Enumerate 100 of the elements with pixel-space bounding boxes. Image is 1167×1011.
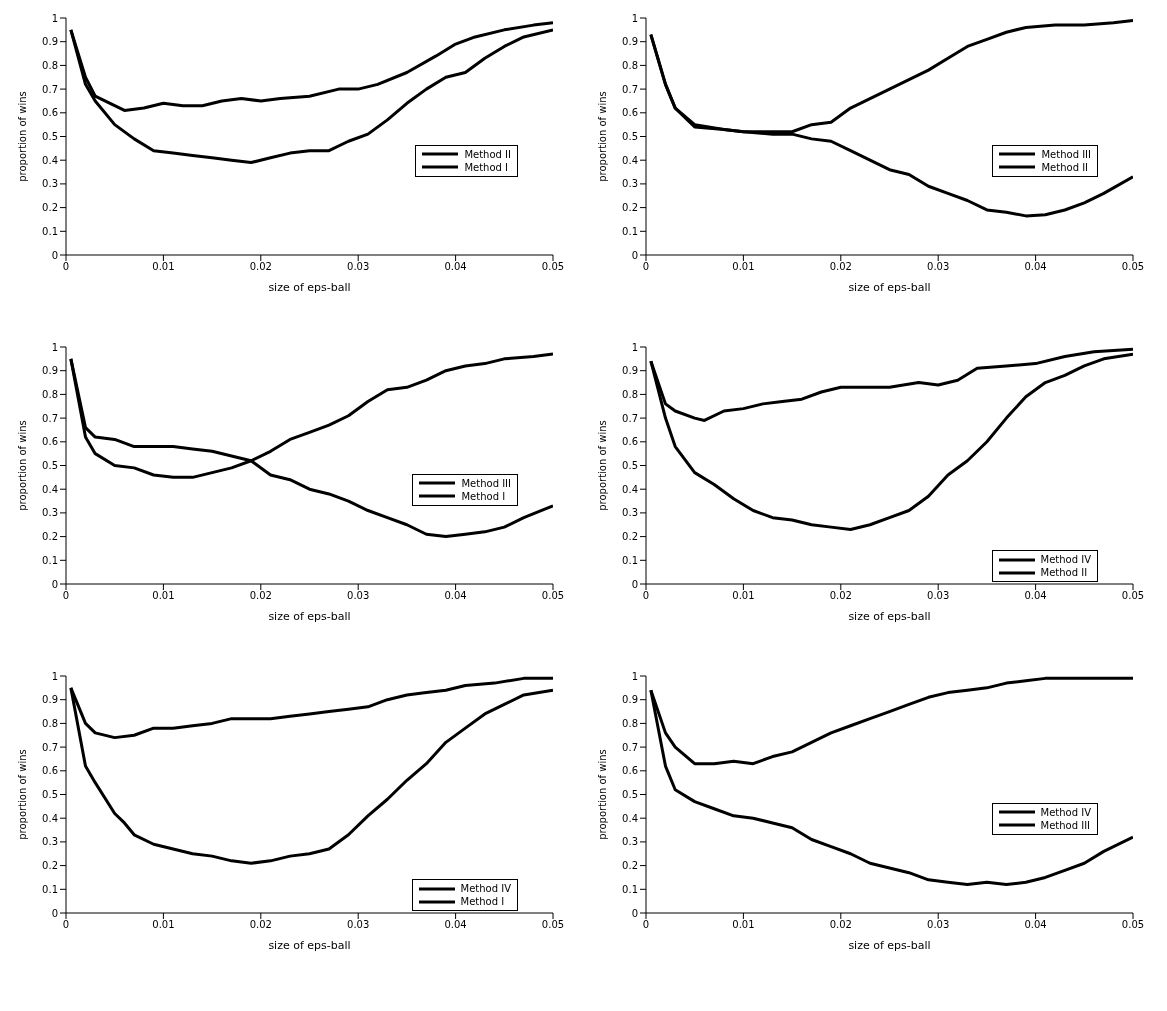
legend-label: Method IV (460, 882, 511, 895)
y-tick-label: 0.7 (42, 83, 58, 95)
x-tick-label: 0.02 (829, 919, 852, 931)
y-tick-label: 0.1 (42, 225, 58, 237)
y-tick-label: 0.8 (622, 388, 638, 400)
x-tick-label: 0.01 (152, 261, 175, 273)
y-axis-title: proportion of wins (16, 749, 28, 840)
y-tick-label: 1 (51, 341, 58, 353)
y-tick-label: 0.2 (622, 531, 638, 543)
x-tick-label: 0.05 (1121, 590, 1145, 602)
y-tick-label: 1 (51, 670, 58, 682)
x-tick-label: 0.03 (927, 590, 950, 602)
y-tick-label: 0.6 (622, 436, 638, 448)
x-tick-label: 0.03 (347, 919, 370, 931)
y-tick-label: 0.7 (42, 741, 58, 753)
y-tick-label: 0 (631, 907, 638, 919)
x-tick-label: 0 (62, 590, 70, 602)
x-tick-label: 0.04 (444, 919, 467, 931)
y-tick-label: 0.3 (622, 178, 638, 190)
legend-label: Method III (1040, 818, 1091, 832)
x-tick-label: 0 (642, 919, 650, 931)
y-tick-label: 1 (51, 12, 58, 24)
y-tick-label: 0.1 (622, 225, 638, 237)
legend-label: Method III (1041, 147, 1091, 161)
x-tick-label: 0.04 (1024, 590, 1047, 602)
y-tick-label: 0.5 (622, 460, 638, 472)
legend-label: Method II (1041, 160, 1089, 174)
x-tick-label: 0.01 (152, 919, 175, 931)
y-tick-label: 0.8 (42, 388, 58, 400)
legend-label: Method I (460, 895, 505, 908)
y-tick-label: 0.3 (622, 507, 638, 519)
x-tick-label: 0.05 (541, 590, 565, 602)
y-tick-label: 0.6 (622, 107, 638, 119)
y-tick-label: 0.5 (42, 131, 58, 143)
y-tick-label: 0.2 (42, 202, 58, 214)
x-tick-label: 0.03 (927, 919, 950, 931)
x-tick-label: 0.03 (927, 261, 950, 273)
y-tick-label: 0.4 (42, 812, 58, 824)
x-tick-label: 0.02 (829, 261, 852, 273)
x-tick-label: 0.01 (732, 590, 755, 602)
y-tick-label: 0.3 (42, 178, 58, 190)
x-tick-label: 0.01 (732, 261, 755, 273)
x-axis-title: size of eps-ball (268, 281, 351, 294)
y-tick-label: 0.1 (622, 554, 638, 566)
y-tick-label: 0 (51, 249, 58, 261)
y-tick-label: 0.5 (622, 131, 638, 143)
y-tick-label: 0 (631, 578, 638, 590)
x-tick-label: 0.04 (1024, 261, 1047, 273)
x-axis-title: size of eps-ball (848, 939, 931, 952)
x-axis-title: size of eps-ball (268, 939, 351, 952)
y-tick-label: 0.8 (42, 717, 58, 729)
x-axis-title: size of eps-ball (268, 610, 351, 623)
y-tick-label: 0.2 (622, 860, 638, 872)
legend-label: Method I (461, 489, 506, 503)
y-tick-label: 0 (51, 907, 58, 919)
x-tick-label: 0 (62, 919, 70, 931)
x-tick-label: 0.02 (249, 590, 272, 602)
y-tick-label: 0.5 (42, 460, 58, 472)
legend-label: Method III (461, 476, 511, 490)
y-tick-label: 0.9 (42, 694, 58, 706)
y-tick-label: 0.8 (622, 717, 638, 729)
y-axis-title: proportion of wins (596, 749, 608, 840)
x-tick-label: 0.01 (732, 919, 755, 931)
y-tick-label: 0.3 (622, 836, 638, 848)
y-tick-label: 0.5 (622, 789, 638, 801)
legend-label: Method IV (1040, 805, 1091, 819)
y-tick-label: 0.3 (42, 507, 58, 519)
y-tick-label: 1 (631, 670, 638, 682)
y-tick-label: 0 (631, 249, 638, 261)
y-tick-label: 0.9 (622, 36, 638, 48)
y-tick-label: 0.2 (622, 202, 638, 214)
y-tick-label: 0.7 (42, 412, 58, 424)
y-axis-title: proportion of wins (16, 91, 28, 182)
y-tick-label: 0.4 (42, 154, 58, 166)
y-tick-label: 0.8 (42, 59, 58, 71)
legend-label: Method II (464, 147, 511, 161)
y-tick-label: 0.1 (622, 883, 638, 895)
x-tick-label: 0 (642, 261, 650, 273)
x-tick-label: 0.02 (249, 261, 272, 273)
x-tick-label: 0.05 (541, 919, 565, 931)
y-tick-label: 0 (51, 578, 58, 590)
x-tick-label: 0.01 (152, 590, 175, 602)
x-tick-label: 0.04 (444, 590, 467, 602)
x-tick-label: 0.04 (444, 261, 467, 273)
y-axis-title: proportion of wins (596, 91, 608, 182)
y-tick-label: 0.7 (622, 741, 638, 753)
y-tick-label: 0.9 (622, 694, 638, 706)
y-tick-label: 0.2 (42, 860, 58, 872)
x-axis-title: size of eps-ball (848, 281, 931, 294)
y-tick-label: 0.9 (42, 36, 58, 48)
x-tick-label: 0.04 (1024, 919, 1047, 931)
y-tick-label: 0.9 (622, 365, 638, 377)
y-tick-label: 0.6 (42, 107, 58, 119)
x-tick-label: 0.02 (829, 590, 852, 602)
x-tick-label: 0.02 (249, 919, 272, 931)
y-tick-label: 0.6 (622, 765, 638, 777)
y-axis-title: proportion of wins (596, 420, 608, 511)
y-tick-label: 0.1 (42, 554, 58, 566)
legend-label: Method II (1040, 566, 1088, 579)
y-tick-label: 0.4 (622, 154, 638, 166)
